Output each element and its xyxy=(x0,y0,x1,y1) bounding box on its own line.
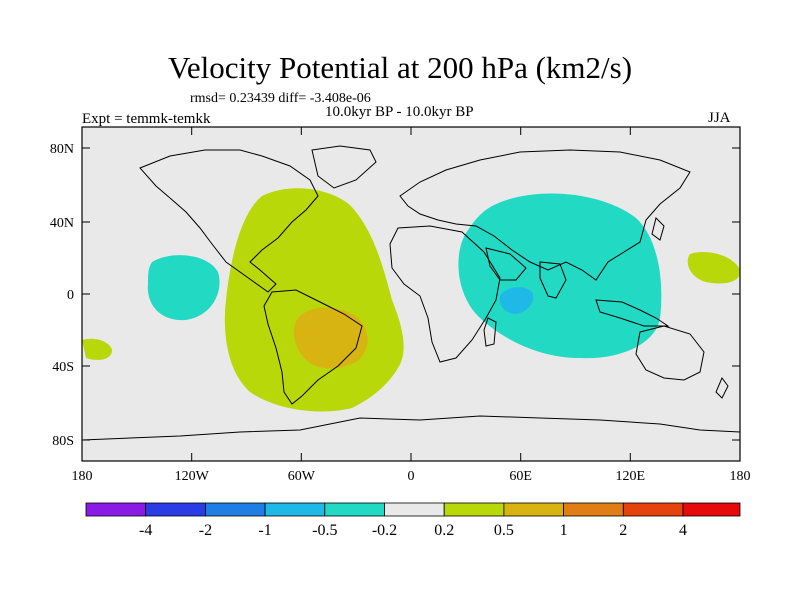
colorbar: -4 -2 -1 -0.5 -0.2 0.2 0.5 1 2 4 xyxy=(85,502,741,539)
lat-label-40s: 40S xyxy=(52,360,74,375)
lon-label-180e: 180 xyxy=(730,469,751,484)
lon-label-120e: 120E xyxy=(616,469,646,484)
stats-label: rmsd= 0.23439 diff= -3.408e-06 xyxy=(190,91,371,106)
coastline-greenland xyxy=(311,145,377,189)
colorbar-box xyxy=(622,502,684,517)
lon-label-120w: 120W xyxy=(175,469,210,484)
negative-anomaly-core xyxy=(499,287,534,314)
colorbar-label: -1 xyxy=(258,522,271,539)
colorbar-box xyxy=(503,502,564,517)
colorbar-label: -0.5 xyxy=(312,522,337,539)
coastline-australia xyxy=(635,325,705,381)
lon-label-60e: 60E xyxy=(509,469,532,484)
coastlines xyxy=(82,145,740,441)
colorbar-label: 4 xyxy=(679,522,687,539)
lon-label-180w: 180 xyxy=(72,469,93,484)
colorbar-box xyxy=(145,502,206,517)
lon-label-60w: 60W xyxy=(288,469,316,484)
lon-label-0: 0 xyxy=(408,469,415,484)
lat-label-0: 0 xyxy=(67,288,74,303)
colorbar-box xyxy=(264,502,326,517)
lat-label-40n: 40N xyxy=(50,216,74,231)
colorbar-box xyxy=(384,502,445,517)
positive-anomaly-west-pacific xyxy=(687,252,740,284)
period-label: 10.0kyr BP - 10.0kyr BP xyxy=(325,104,474,120)
coastline-new-zealand xyxy=(715,377,729,399)
colorbar-box xyxy=(563,502,624,517)
coastline-india xyxy=(539,261,567,299)
coastline-eurasia xyxy=(399,149,691,281)
negative-anomaly-asia xyxy=(458,193,662,359)
colorbar-box xyxy=(204,502,266,517)
colorbar-label: 0.5 xyxy=(494,522,514,539)
colorbar-box xyxy=(682,502,741,517)
map-title: Velocity Potential at 200 hPa (km2/s) xyxy=(167,50,633,85)
coastline-arabia xyxy=(485,247,527,281)
colorbar-label: -2 xyxy=(199,522,212,539)
colorbar-label: 2 xyxy=(619,522,627,539)
colorbar-label: -0.2 xyxy=(372,522,397,539)
colorbar-box xyxy=(324,502,385,517)
experiment-label: Expt = temmk-temkk xyxy=(82,111,211,127)
coastline-indonesia xyxy=(595,299,670,327)
coastline-north-america xyxy=(139,149,319,293)
coastline-africa xyxy=(389,225,501,363)
colorbar-label: -4 xyxy=(139,522,152,539)
coastline-south-america xyxy=(263,289,363,405)
season-label: JJA xyxy=(708,110,731,126)
colorbar-box xyxy=(85,502,147,517)
coastline-madagascar xyxy=(483,317,497,347)
positive-anomaly-brazil xyxy=(293,307,368,369)
positive-anomaly-east-pacific xyxy=(82,338,112,360)
lat-label-80n: 80N xyxy=(50,142,74,157)
coastline-antarctica xyxy=(82,415,740,441)
colorbar-label: 1 xyxy=(560,522,568,539)
lat-ticks xyxy=(82,147,740,441)
negative-anomaly-tropical-pacific xyxy=(147,255,220,321)
colorbar-label: 0.2 xyxy=(434,522,454,539)
colorbar-box xyxy=(443,502,505,517)
lat-label-80s: 80S xyxy=(52,434,74,449)
lon-ticks xyxy=(81,127,741,461)
coastline-japan xyxy=(651,217,665,241)
